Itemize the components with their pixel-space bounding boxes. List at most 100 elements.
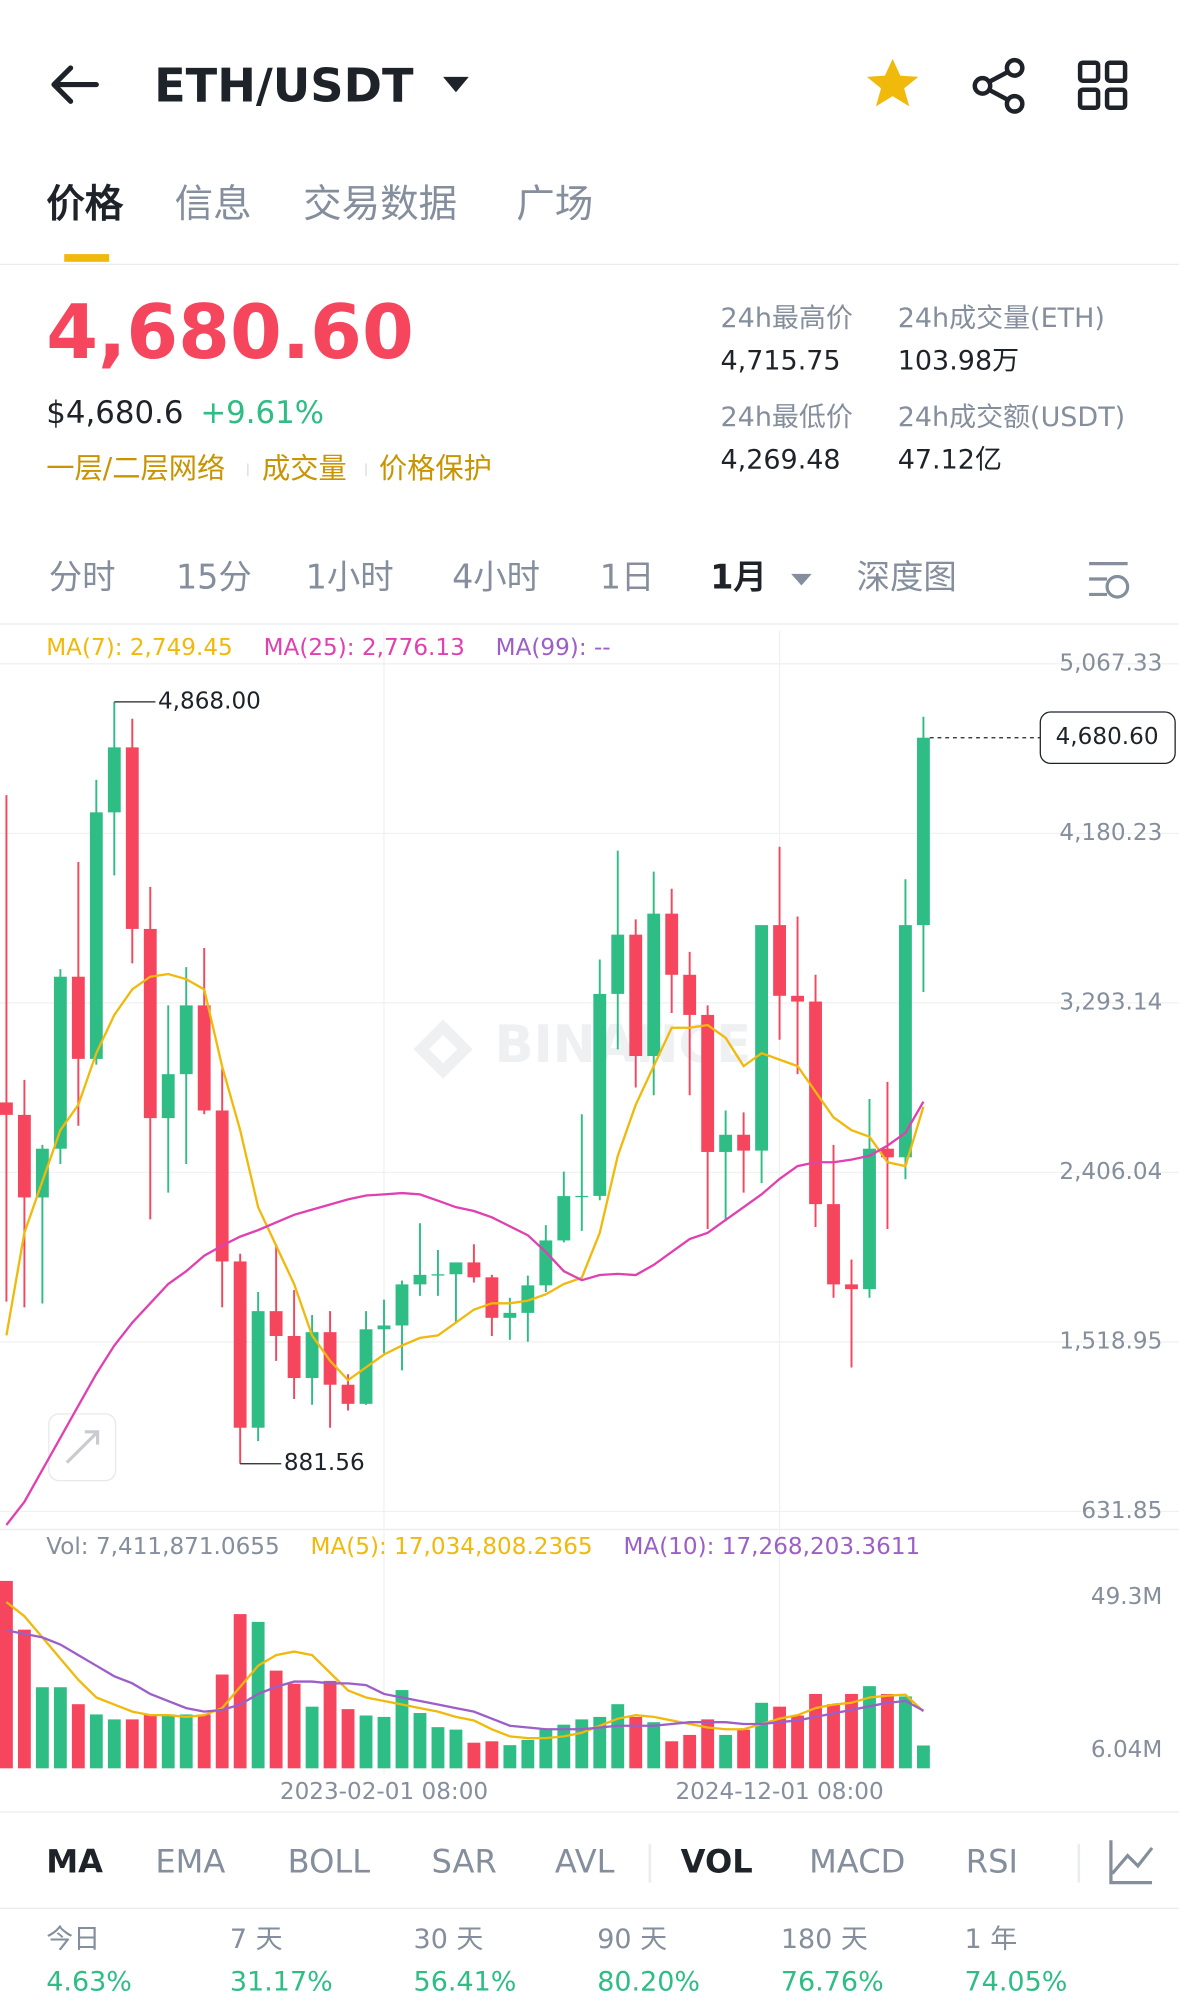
candle-body: [107, 747, 121, 813]
tag: 价格保护: [379, 452, 492, 485]
low-label: 881.56: [284, 1450, 365, 1476]
volume-bar: [215, 1674, 229, 1769]
volume-bar: [611, 1704, 625, 1769]
volume-bar: [35, 1687, 49, 1769]
last-price: 4,680.60: [46, 289, 414, 376]
volume-bar: [773, 1706, 786, 1769]
period-label: 90 天: [597, 1924, 667, 1955]
candle-body: [899, 925, 912, 1158]
candle-body: [539, 1240, 553, 1286]
candle-body: [701, 1014, 715, 1152]
ma-line: [5, 1101, 925, 1526]
candle-body: [305, 1332, 319, 1379]
volume-bar: [521, 1739, 535, 1769]
volume-bar: [557, 1724, 571, 1769]
header: ETH/USDT: [51, 57, 1128, 114]
volume-bar: [197, 1714, 211, 1769]
volume-bar: [629, 1716, 643, 1769]
candle-body: [881, 1148, 894, 1158]
candle-body: [485, 1277, 499, 1318]
indicator-tab: MA: [46, 1842, 103, 1880]
stat-value: 4,269.48: [721, 444, 841, 475]
volume-bar: [755, 1702, 769, 1769]
volume-bar: [89, 1714, 103, 1769]
volume-bar: [593, 1716, 607, 1769]
indicator-tab: MACD: [809, 1842, 905, 1880]
candle-body: [593, 993, 607, 1196]
candle-body: [575, 1195, 589, 1198]
tag: 一层/二层网络: [46, 452, 225, 485]
volume-bar: [665, 1741, 679, 1769]
chart-settings[interactable]: [1089, 562, 1130, 599]
stat-value: 4,715.75: [721, 345, 841, 376]
volume-bar: [395, 1690, 409, 1769]
period-change: 76.76%: [781, 1966, 884, 1997]
candle-body: [791, 995, 804, 1002]
candle-body: [251, 1311, 265, 1428]
legend: MA(7): 2,749.45: [46, 635, 233, 661]
volume-tick-label: 49.3M: [1091, 1584, 1162, 1610]
indicator-tab: RSI: [966, 1842, 1018, 1880]
period-change: 74.05%: [965, 1966, 1068, 1997]
candle-body: [89, 812, 103, 1059]
candle-body: [809, 1001, 822, 1205]
candle-body: [35, 1148, 49, 1198]
stat-value: 47.12亿: [898, 444, 1002, 475]
volume-legend: Vol: 7,411,871.0655: [46, 1534, 279, 1560]
candle-body: [161, 1074, 175, 1119]
candle-body: [827, 1204, 840, 1285]
stat-label: 24h成交额(USDT): [898, 402, 1125, 433]
volume-bar: [413, 1713, 427, 1769]
candle-body: [413, 1274, 427, 1285]
stat-label: 24h最高价: [721, 303, 853, 334]
interval-dropdown[interactable]: [791, 573, 812, 586]
tag: 成交量: [262, 452, 347, 485]
indicator-tab: EMA: [155, 1842, 225, 1880]
period-change: 56.41%: [414, 1966, 517, 1997]
favorite-star[interactable]: [866, 58, 919, 107]
candle-body: [197, 1005, 211, 1111]
candle-body: [53, 976, 67, 1149]
candle-body: [17, 1114, 31, 1198]
volume-bar: [53, 1687, 67, 1769]
volume-bar: [539, 1729, 553, 1769]
indicator-tab: AVL: [555, 1842, 615, 1880]
watermark-logo: [413, 1019, 473, 1079]
volume-bar: [17, 1629, 31, 1769]
volume-bar: [143, 1714, 157, 1769]
tab-indicator: [64, 254, 110, 262]
tab: 广场: [516, 182, 593, 227]
stat-label: 24h最低价: [721, 402, 853, 433]
menu-grid[interactable]: [1077, 60, 1128, 110]
volume-bar: [359, 1715, 373, 1769]
candle-body: [377, 1325, 391, 1330]
pair-dropdown[interactable]: [443, 76, 469, 93]
volume-bar: [107, 1719, 121, 1769]
share-button[interactable]: [972, 57, 1025, 114]
volume-bar: [647, 1722, 661, 1769]
candle-body: [449, 1262, 463, 1275]
interval-tab: 1月: [710, 558, 767, 597]
expand-button[interactable]: [48, 1413, 117, 1482]
indicator-settings[interactable]: [1109, 1840, 1154, 1885]
candle-body: [737, 1134, 751, 1151]
candle-body: [917, 737, 930, 926]
y-tick-label: 3,293.14: [1059, 989, 1162, 1015]
interval-tab: 分时: [49, 558, 116, 597]
candle-body: [665, 913, 679, 975]
volume-bar: [269, 1670, 283, 1769]
volume-bar: [233, 1614, 247, 1769]
interval-tab: 深度图: [857, 558, 957, 597]
volume-bar: [71, 1704, 85, 1769]
y-tick-label: 5,067.33: [1059, 650, 1162, 676]
period-label: 今日: [46, 1924, 100, 1955]
volume-bar: [323, 1680, 337, 1769]
volume-bar: [737, 1729, 751, 1769]
price-change: +9.61%: [200, 395, 324, 431]
back-button[interactable]: [51, 65, 99, 104]
pair-title[interactable]: ETH/USDT: [154, 58, 414, 112]
tab: 信息: [175, 182, 252, 227]
y-tick-label: 631.85: [1081, 1498, 1162, 1524]
volume-bar: [0, 1580, 13, 1769]
